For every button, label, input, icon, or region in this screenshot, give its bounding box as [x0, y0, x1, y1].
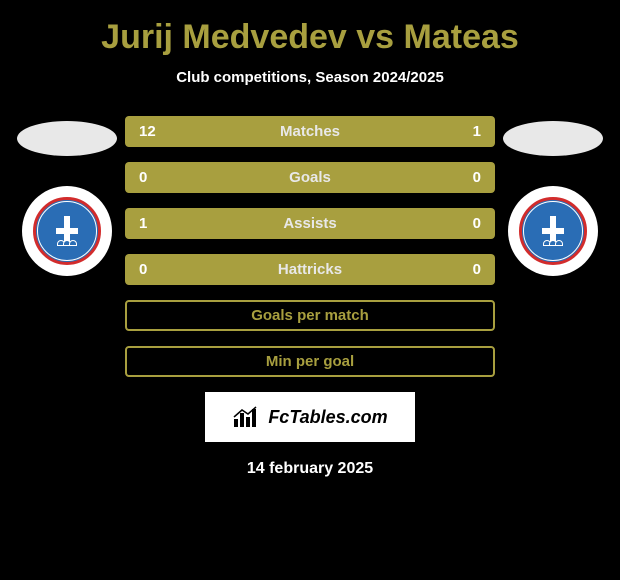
comparison-card: Jurij Medvedev vs Mateas Club competitio… [0, 0, 620, 580]
stats-column: 12 Matches 1 0 Goals 0 1 Assists 0 0 Hat… [125, 116, 495, 377]
stat-left-value: 12 [139, 123, 163, 140]
stat-left-value: 0 [139, 169, 163, 186]
stat-left-value: 0 [139, 261, 163, 278]
stat-row-min-per-goal: Min per goal [125, 346, 495, 377]
stat-row-goals: 0 Goals 0 [125, 162, 495, 193]
stat-row-hattricks: 0 Hattricks 0 [125, 254, 495, 285]
player-left-column [17, 116, 117, 276]
cross-icon [542, 228, 564, 234]
stat-row-assists: 1 Assists 0 [125, 208, 495, 239]
stat-left-value: 1 [139, 215, 163, 232]
player-right-column [503, 116, 603, 276]
branding-badge[interactable]: FcTables.com [205, 392, 415, 442]
stat-right-value: 0 [457, 215, 481, 232]
date-label: 14 february 2025 [0, 460, 620, 478]
club-badge-inner [519, 197, 587, 265]
player-left-photo-placeholder [17, 121, 117, 156]
branding-text: FcTables.com [268, 407, 387, 428]
main-row: 12 Matches 1 0 Goals 0 1 Assists 0 0 Hat… [0, 116, 620, 377]
stat-label: Hattricks [163, 261, 457, 278]
hills-icon [52, 240, 82, 248]
stat-row-matches: 12 Matches 1 [125, 116, 495, 147]
page-title: Jurij Medvedev vs Mateas [0, 18, 620, 57]
stat-label: Assists [163, 215, 457, 232]
stat-right-value: 0 [457, 261, 481, 278]
player-left-club-badge [22, 186, 112, 276]
stat-label: Goals [163, 169, 457, 186]
club-badge-inner [33, 197, 101, 265]
stat-row-goals-per-match: Goals per match [125, 300, 495, 331]
stat-label: Min per goal [266, 353, 354, 370]
stat-label: Goals per match [251, 307, 369, 324]
hills-icon [538, 240, 568, 248]
subtitle: Club competitions, Season 2024/2025 [0, 69, 620, 86]
player-right-photo-placeholder [503, 121, 603, 156]
cross-icon [56, 228, 78, 234]
player-right-club-badge [508, 186, 598, 276]
stat-right-value: 0 [457, 169, 481, 186]
stat-label: Matches [163, 123, 457, 140]
stat-right-value: 1 [457, 123, 481, 140]
chart-icon [232, 405, 262, 429]
